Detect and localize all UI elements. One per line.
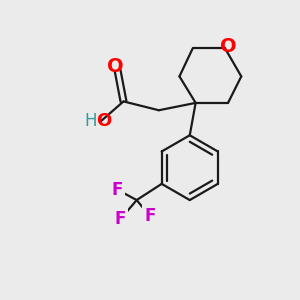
Text: O: O	[96, 112, 111, 130]
Text: F: F	[112, 181, 123, 199]
Text: H: H	[85, 112, 98, 130]
Text: F: F	[115, 210, 126, 228]
Text: F: F	[144, 207, 156, 225]
Text: O: O	[107, 57, 124, 76]
Text: O: O	[220, 38, 237, 56]
